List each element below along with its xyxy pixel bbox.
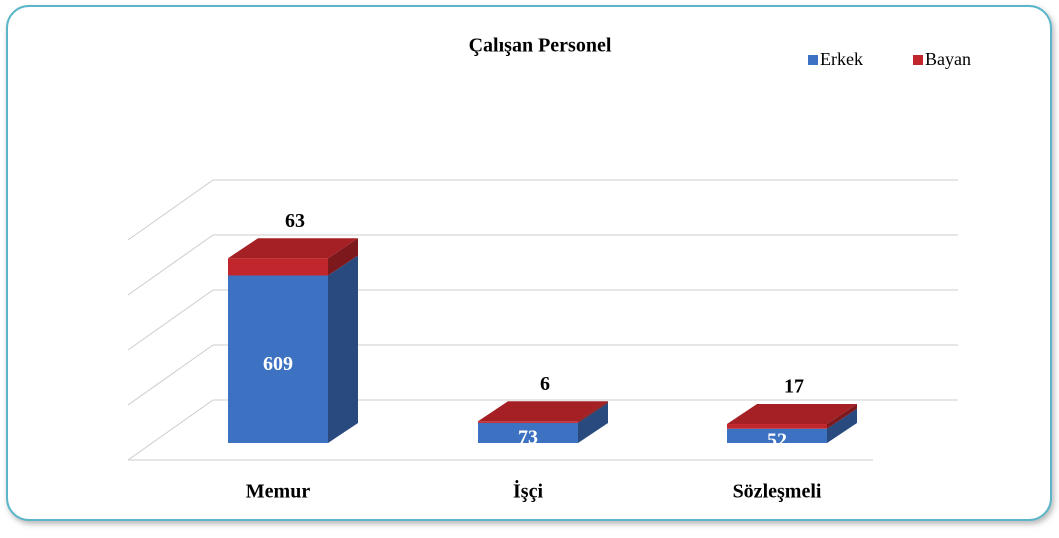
bar [228, 275, 328, 443]
bar-top [478, 401, 608, 422]
bar-side [578, 402, 608, 443]
bar-top [727, 404, 857, 425]
value-label: 73 [518, 427, 538, 449]
legend-label: Bayan [925, 49, 971, 69]
bar-side [328, 238, 358, 276]
legend-label: Erkek [820, 49, 863, 69]
value-label: 6 [540, 373, 550, 395]
value-label: 17 [784, 376, 804, 398]
bar [478, 421, 578, 423]
grid-line [127, 344, 214, 406]
x-tick-label: Memur [246, 481, 311, 503]
value-label: 52 [767, 429, 787, 451]
bar-top [228, 238, 358, 259]
x-tick-label: Sözleşmeli [733, 481, 822, 503]
bar-side [328, 255, 358, 443]
x-tick-label: İşçi [513, 479, 543, 503]
value-label: 63 [285, 210, 305, 232]
grid-line [127, 179, 214, 241]
legend-swatch [808, 55, 818, 65]
value-label: 609 [263, 353, 293, 375]
bar [478, 422, 578, 443]
bar [727, 424, 827, 429]
bar [727, 428, 827, 443]
bar-side [827, 404, 857, 429]
bar-side [827, 408, 857, 443]
grid-line [127, 289, 214, 351]
legend-swatch [913, 55, 923, 65]
grid-line [127, 399, 214, 461]
bar [228, 258, 328, 276]
chart-title: Çalışan Personel [469, 35, 612, 57]
bar-side [578, 401, 608, 423]
grid-line [127, 234, 214, 296]
